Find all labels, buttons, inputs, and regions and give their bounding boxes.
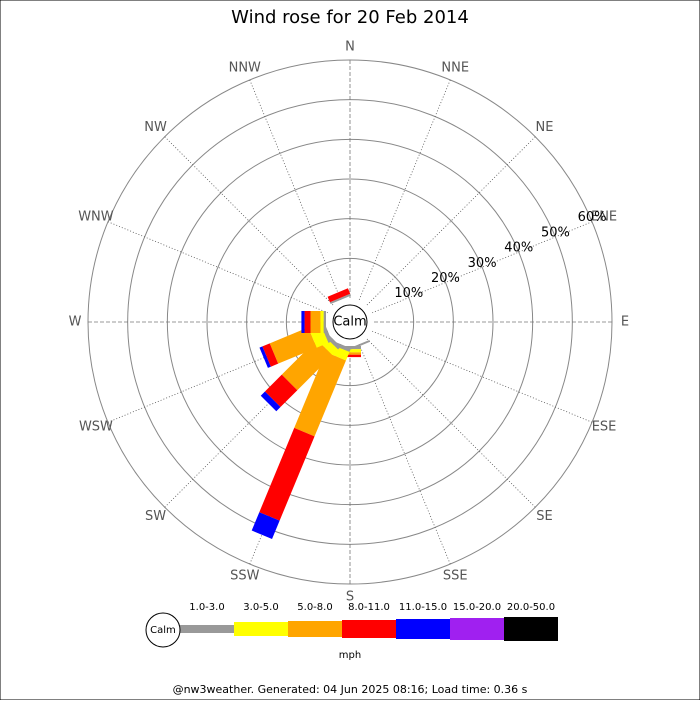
footer: @nw3weather. Generated: 04 Jun 2025 08:1… — [173, 683, 528, 696]
direction-label: SE — [536, 509, 552, 524]
chart-title: Wind rose for 20 Feb 2014 — [231, 7, 469, 28]
legend-swatch — [288, 621, 342, 637]
bar-segment — [259, 427, 315, 521]
direction-label: E — [621, 315, 629, 330]
spoke — [372, 221, 593, 314]
legend-swatch — [450, 618, 504, 640]
legend-swatch — [342, 620, 396, 638]
r-tick-label: 50% — [541, 225, 570, 240]
calm-circle — [332, 304, 368, 340]
bar-segment — [327, 288, 351, 303]
bar-segment — [329, 293, 351, 305]
bar-segment — [339, 346, 361, 350]
direction-label: NW — [144, 120, 167, 135]
ring — [206, 178, 494, 466]
direction-label: N — [345, 40, 355, 55]
legend-calm-label: Calm — [150, 625, 176, 636]
bar-segment — [339, 354, 361, 358]
spoke — [164, 136, 334, 306]
legend-label: 15.0-20.0 — [453, 602, 501, 613]
bar-segment — [339, 349, 361, 353]
direction-label: NNW — [229, 60, 261, 75]
bar-segment — [294, 352, 346, 437]
legend-label: 11.0-15.0 — [399, 602, 447, 613]
legend-swatch — [180, 625, 234, 633]
legend-label: 3.0-5.0 — [243, 602, 278, 613]
direction-label: W — [69, 315, 82, 330]
bar-segment — [320, 311, 324, 333]
direction-label: SW — [145, 509, 166, 524]
bar-segment — [269, 327, 317, 364]
spoke — [107, 221, 328, 314]
calm-label: Calm — [333, 315, 366, 330]
spoke — [366, 338, 536, 508]
direction-label: WSW — [79, 420, 113, 435]
direction-label: SSW — [230, 569, 260, 584]
direction-label: NE — [535, 120, 553, 135]
bar-segment — [251, 512, 280, 539]
bar-segment — [323, 311, 326, 333]
legend-swatch — [396, 619, 450, 639]
spoke — [249, 79, 342, 300]
legend-label: 8.0-11.0 — [348, 602, 390, 613]
direction-label: ESE — [592, 420, 617, 435]
r-tick-label: 40% — [504, 241, 533, 256]
bar-segment — [259, 346, 271, 368]
legend-swatch — [234, 622, 288, 636]
bar-segment — [310, 311, 321, 333]
legend-label: 5.0-8.0 — [297, 602, 332, 613]
bar-segment — [304, 311, 311, 333]
spoke — [372, 330, 593, 423]
r-tick-label: 30% — [468, 256, 497, 271]
legend-label: 20.0-50.0 — [507, 602, 555, 613]
r-tick-label: 60% — [578, 210, 607, 225]
bar-segment — [262, 343, 279, 367]
legend-label: 1.0-3.0 — [189, 602, 224, 613]
legend-unit: mph — [339, 650, 361, 661]
legend-swatch — [504, 617, 558, 641]
r-tick-label: 20% — [431, 271, 460, 286]
bar-segment — [264, 374, 298, 408]
direction-label: S — [346, 590, 354, 605]
direction-label: SSE — [443, 569, 468, 584]
r-tick-label: 10% — [394, 286, 423, 301]
bar-segment — [339, 352, 361, 355]
spoke — [358, 344, 451, 565]
bar-segment — [260, 391, 281, 412]
spoke — [358, 79, 451, 300]
legend-calm — [145, 612, 181, 648]
direction-label: WNW — [78, 209, 114, 224]
bar-segment — [301, 311, 305, 333]
bar-segment — [281, 339, 333, 391]
direction-label: ENE — [591, 209, 617, 224]
spoke — [366, 136, 536, 306]
direction-label: NNE — [441, 60, 469, 75]
